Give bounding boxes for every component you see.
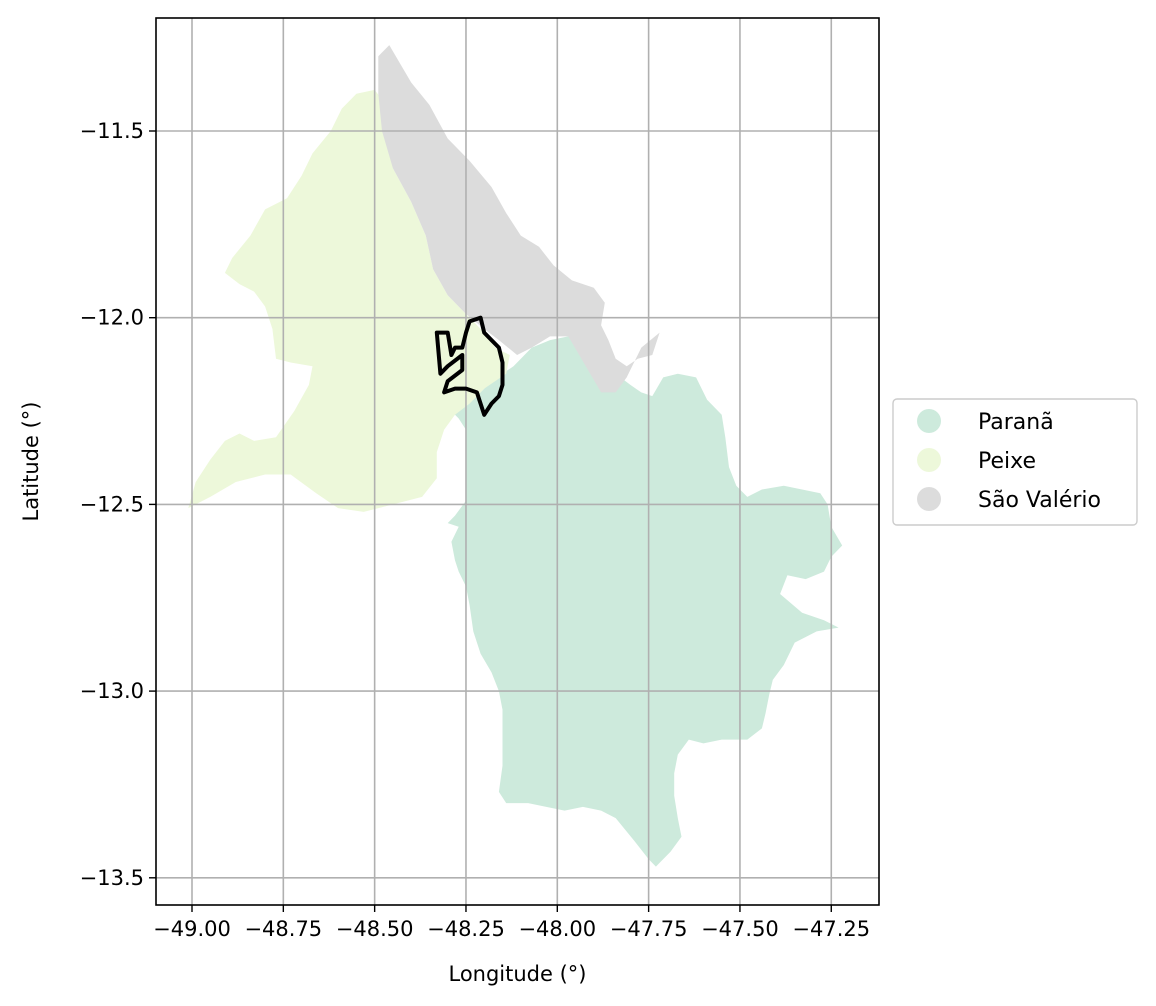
legend-item-parana: Paranã — [917, 409, 1054, 435]
y-tick-label: −12.0 — [80, 306, 144, 330]
legend-item-sao-valerio: São Valério — [917, 487, 1101, 513]
outline-layer — [434, 315, 505, 417]
grid-layer — [156, 18, 879, 905]
legend: Paranã Peixe São Valério — [892, 398, 1138, 526]
legend-item-peixe: Peixe — [917, 448, 1036, 474]
plot-frame — [155, 17, 880, 906]
municipality-outline — [434, 315, 505, 417]
x-axis-title: Longitude (°) — [448, 962, 586, 986]
y-axis-ticks: −11.5 −12.0 −12.5 −13.0 −13.5 — [80, 119, 156, 890]
region-sao-valerio — [378, 45, 660, 393]
y-tick-label: −13.5 — [80, 866, 144, 890]
x-tick-label: −48.50 — [336, 917, 414, 941]
x-tick-label: −48.75 — [244, 917, 322, 941]
x-tick-label: −48.00 — [518, 917, 596, 941]
legend-box — [892, 398, 1138, 526]
region-parana — [447, 336, 843, 867]
x-tick-label: −47.25 — [792, 917, 870, 941]
x-tick-label: −49.00 — [153, 917, 231, 941]
legend-swatch — [917, 448, 941, 472]
x-tick-label: −47.50 — [701, 917, 779, 941]
y-tick-label: −13.0 — [80, 679, 144, 703]
x-tick-label: −47.75 — [610, 917, 688, 941]
legend-label: Peixe — [978, 449, 1036, 474]
legend-swatch — [917, 487, 941, 511]
x-tick-label: −48.25 — [427, 917, 505, 941]
legend-items: Paranã Peixe São Valério — [917, 409, 1101, 513]
legend-label: São Valério — [978, 488, 1101, 513]
y-tick-label: −11.5 — [80, 119, 144, 143]
regions-layer — [188, 45, 843, 867]
y-tick-label: −12.5 — [80, 492, 144, 516]
y-axis-title: Latitude (°) — [19, 402, 43, 522]
legend-label: Paranã — [978, 410, 1054, 435]
legend-swatch — [917, 409, 941, 433]
x-axis-ticks: −49.00 −48.75 −48.50 −48.25 −48.00 −47.75 −47.… — [153, 905, 870, 941]
region-peixe — [188, 89, 510, 512]
